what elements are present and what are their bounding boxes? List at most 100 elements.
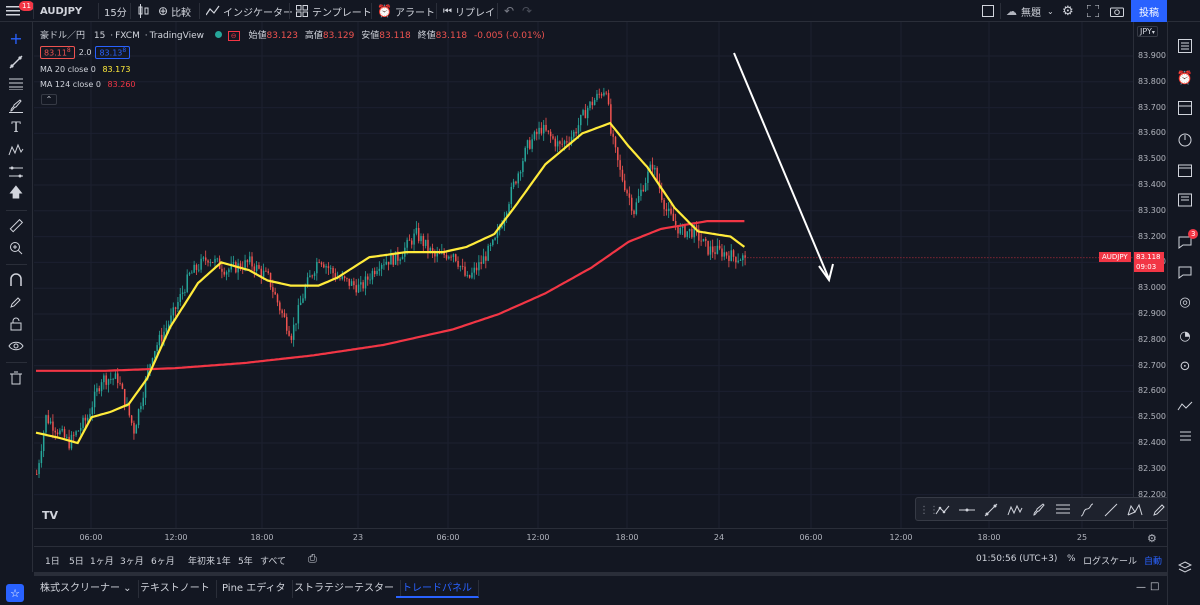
range-button[interactable]: すべて [260,557,287,567]
undo-button[interactable]: ↶ [504,0,514,22]
range-button[interactable]: 1年 [216,557,231,567]
chart-type-button[interactable] [137,0,149,22]
prediction-tool[interactable] [6,162,26,182]
snapshot-button[interactable] [1110,0,1124,22]
candle [642,185,645,193]
panel-collapse-button[interactable]: — [1136,582,1146,593]
calendar-button[interactable] [1175,160,1195,180]
chart-pane[interactable]: 豪ドル／円 15 · FXCM · TradingView ⊖ 始値83.123 高… [34,22,1133,528]
menu-button[interactable] [6,0,20,22]
clock[interactable]: 01:50:56 (UTC+3) [976,554,1058,564]
watchlist-button[interactable] [1175,36,1195,56]
templates-button[interactable]: テンプレート [296,0,372,22]
goto-date-button[interactable]: ⎙ [308,552,317,566]
ruler-tool[interactable] [6,216,26,236]
zoom-tool[interactable] [6,238,26,258]
ma20-legend[interactable]: MA 20 close 0 83.173 [40,65,130,74]
replay-button[interactable]: ⏮ リプレイ [443,0,495,22]
news-button[interactable] [1175,190,1195,210]
candle [452,253,455,263]
text-tool[interactable]: T [6,118,26,138]
stay-in-drawing-tool[interactable] [6,292,26,312]
panel-tab[interactable]: Pine エディタ [216,580,293,598]
log-toggle[interactable]: ログスケール [1083,557,1138,567]
candle [672,206,675,222]
range-button[interactable]: 5年 [238,557,253,567]
price-chart[interactable] [34,22,1133,528]
brush-tool[interactable] [6,96,26,116]
fib-tool[interactable] [6,74,26,94]
range-button[interactable]: 5日 [69,557,84,567]
panel-tab[interactable]: テキストノート [134,580,217,598]
object-tree-button[interactable] [1175,426,1195,446]
favorites-button[interactable]: ☆ [6,584,24,602]
elliott-tool[interactable] [1006,501,1024,519]
horizontal-line-tool[interactable] [958,501,976,519]
lock-tool[interactable] [6,314,26,334]
panel-tab[interactable]: ストラテジーテスター [288,580,401,598]
collapse-legend-button[interactable]: ⌃ [41,94,57,105]
path-tool[interactable] [1078,501,1096,519]
sell-button[interactable]: 83.118 [40,46,75,59]
polyline-tool[interactable] [934,501,952,519]
ray-tool[interactable] [1102,501,1120,519]
streams-button[interactable]: ◎ [1175,292,1195,312]
candle [670,202,672,216]
panel-maximize-button[interactable]: □ [1150,581,1159,592]
price-scale[interactable]: JPY▾ 83.900 83.800 83.700 83.600 83.500 83.40… [1133,22,1167,528]
panel-tab[interactable]: トレードパネル [396,580,479,598]
percent-toggle[interactable]: % [1067,554,1076,564]
notifications-button[interactable]: ◔ [1175,326,1195,346]
range-button[interactable]: 年初来 [188,557,216,567]
hide-tool[interactable] [6,336,26,356]
panel-tab[interactable]: 株式スクリーナー ⌄ [34,580,139,598]
trendline-tool[interactable] [6,52,26,72]
symbol-legend: 豪ドル／円 15 · FXCM · TradingView ⊖ 始値83.123 高… [40,31,545,41]
candle [584,103,587,119]
layout-name-button[interactable]: ☁ 無題 ⌄ [1006,0,1054,22]
candle [480,255,482,270]
drag-handle[interactable]: ⋮⋮ [919,501,939,519]
trendline-quick-tool[interactable] [982,501,1000,519]
ma124-legend[interactable]: MA 124 close 0 83.260 [40,80,136,89]
drawn-arrow-head[interactable] [818,263,834,283]
signals-button[interactable] [1175,396,1195,416]
buy-button[interactable]: 83.138 [95,46,131,59]
range-button[interactable]: 1ヶ月 [90,557,114,567]
trading-panel-button[interactable] [1175,558,1195,578]
time-axis[interactable]: 06:00 12:00 18:00 23 06:00 12:00 18:00 24 06:00 1… [34,528,1167,546]
alert-button[interactable]: ⏰ アラート [377,0,435,22]
xabcd-tool[interactable] [1126,501,1144,519]
fib-quick-tool[interactable] [1054,501,1072,519]
compare-button[interactable]: ⊕ 比較 [158,0,191,22]
fullscreen-button[interactable] [1087,0,1099,22]
crosshair-tool[interactable]: + [6,28,26,48]
symbol-search[interactable]: AUDJPY [40,5,83,17]
layout-button[interactable] [982,0,994,22]
publish-button[interactable]: 投稿 [1131,0,1167,22]
range-button[interactable]: 1日 [45,557,60,567]
pattern-tool[interactable] [6,140,26,160]
drawn-arrow-line[interactable] [733,52,830,280]
horizontal-line-icon [959,508,975,512]
alerts-sidebar-button[interactable]: ⏰ [1175,68,1195,88]
currency-button[interactable]: JPY▾ [1137,26,1158,37]
ohlc-marker: ⊖ [227,31,240,41]
data-window-button[interactable] [1175,98,1195,118]
interval-button[interactable]: 15分 [104,7,127,19]
brush-quick-tool[interactable] [1030,501,1048,519]
pencil-tool[interactable] [1150,501,1168,519]
range-button[interactable]: 3ヶ月 [120,557,144,567]
help-button[interactable]: ⊙ [1175,356,1195,376]
hotlist-button[interactable] [1175,130,1195,150]
icon-tool[interactable]: 🡅 [6,184,26,204]
settings-button[interactable]: ⚙ [1062,0,1074,22]
range-button[interactable]: 6ヶ月 [151,557,175,567]
redo-button[interactable]: ↷ [522,0,532,22]
auto-toggle[interactable]: 自動 [1144,557,1163,567]
axis-settings-button[interactable]: ⚙ [1147,532,1157,545]
magnet-tool[interactable] [6,270,26,290]
remove-tool[interactable] [6,368,26,388]
ideas-button[interactable] [1175,262,1195,282]
indicators-button[interactable]: インジケーター [206,0,293,22]
